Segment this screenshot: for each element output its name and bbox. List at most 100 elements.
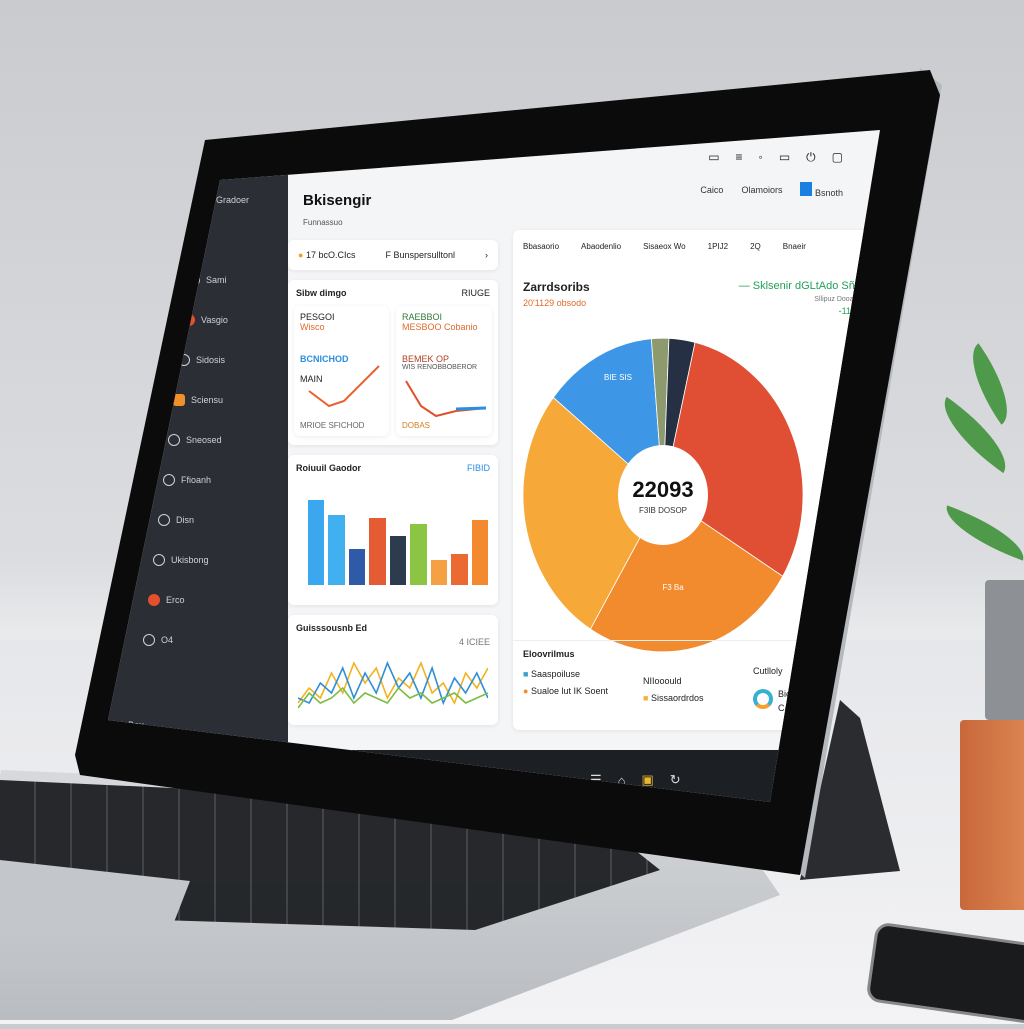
refresh-icon[interactable]: ↻ <box>669 772 681 787</box>
card-title: Roiuuil Gaodor <box>296 463 361 473</box>
sidebar-item[interactable]: Sciensu <box>173 380 288 420</box>
sidebar-item[interactable]: Sami <box>188 260 288 300</box>
battery-icon: ▭ <box>778 150 791 164</box>
pie-slice[interactable] <box>523 396 664 630</box>
section-title: Eloovrilmus <box>523 649 575 659</box>
tag-icon <box>168 434 180 446</box>
tab[interactable]: 2Q <box>750 242 761 251</box>
list-item-label: Sualoe lut IK Soent <box>530 686 609 696</box>
tab[interactable]: 1PIJ2 <box>707 242 729 251</box>
sidebar-item[interactable]: Erco <box>148 580 288 620</box>
sidebar-item[interactable]: Sneosed <box>168 420 288 460</box>
kpi-sub: Wisco <box>300 322 325 332</box>
link-icon <box>153 554 165 566</box>
bar-chart-card: Roiuuil Gaodor FIBID <box>288 455 498 605</box>
nav-link[interactable]: Caico <box>700 185 724 195</box>
sidebar-item-label: Vasgio <box>201 315 228 325</box>
section-action[interactable]: RIUGE <box>461 288 490 298</box>
sidebar-item-label: Ffioanh <box>181 475 212 485</box>
chevron-right-icon[interactable]: › <box>485 250 488 260</box>
card-action[interactable]: FIBID <box>466 463 490 473</box>
sidebar-item[interactable]: Vasgio <box>183 300 288 340</box>
kpi-title: RAEBBOI <box>402 312 443 322</box>
right-title: Cutlloly <box>753 666 783 676</box>
kpi-label: MAIN <box>300 374 323 384</box>
line-series <box>298 686 488 709</box>
kpi-card: RAEBBOI MESBOO Cobanio BEMEK OP WIS RENO… <box>396 306 492 436</box>
bar <box>328 514 345 585</box>
sidebar-item-label: O4 <box>161 635 174 645</box>
sidebar-item[interactable]: O4 <box>143 620 288 660</box>
sidebar-item-label: Sidosis <box>196 355 226 365</box>
kpi-title: PESGOI <box>300 312 335 322</box>
pie-slice[interactable] <box>589 494 784 653</box>
middle-title: NIIooould <box>643 676 682 686</box>
bell-icon[interactable]: ⌂ <box>617 772 626 788</box>
legend-sub: Sllipuz Dooatai <box>814 296 861 303</box>
card-action[interactable]: 4 ICIEE <box>458 637 490 647</box>
sidebar-item[interactable]: Disn <box>158 500 288 540</box>
list-item[interactable]: ● Sualoe lut IK Soent <box>523 686 609 696</box>
card-title: Guisssousnb Ed <box>296 623 368 633</box>
bar <box>389 535 407 585</box>
folder-icon[interactable]: ▭ <box>708 150 720 164</box>
bar <box>369 517 386 585</box>
kpi-foot: DOBAS <box>402 421 431 430</box>
pie-chart: 22093 F3IB DOSOP BIE SIS F3 Ba <box>523 337 804 653</box>
kpi-highlight: BCNICHOD <box>300 354 349 364</box>
page-title: Bkisengir <box>303 192 372 209</box>
page-subtitle: Funnassuo <box>303 218 343 227</box>
sidebar-icon <box>143 634 155 646</box>
account-button[interactable]: Bsnoth <box>800 182 843 198</box>
line-series <box>298 660 488 705</box>
plant-leaf <box>938 505 1024 561</box>
sidebar-item-label: Ukisbong <box>171 555 209 565</box>
kpi-sub: MESBOO Cobanio <box>402 322 478 332</box>
bar <box>348 549 366 585</box>
list-item[interactable]: ■ Saaspoiluse <box>523 669 580 679</box>
kpi-sparkline <box>308 365 380 408</box>
menu-icon[interactable]: ≡ <box>735 150 743 164</box>
kpi-note: WIS RENOBBOBEROR <box>402 364 478 371</box>
kpi-card: PESGOI Wisco BCNICHOD MAIN MRIOE SFICHOD <box>294 306 389 436</box>
topbar-icons: ▭ ≡ ◦ ▭ ⏻ ▢ <box>708 150 843 165</box>
bell-icon[interactable]: ◦ <box>758 150 763 164</box>
bar <box>410 523 427 585</box>
tab[interactable]: Bnaeir <box>782 242 806 251</box>
pie-center-sub: F3IB DOSOP <box>639 506 687 515</box>
kpi-sparkline <box>405 380 487 418</box>
middle-item[interactable]: ■ Sissaordrdos <box>643 693 704 703</box>
window-icon[interactable]: ▢ <box>831 150 843 164</box>
pie-center-label: 22093 <box>632 477 693 502</box>
account-name: Bsnoth <box>814 188 843 198</box>
nav-link[interactable]: Olamoiors <box>741 185 783 195</box>
sidebar-item[interactable]: Ukisbong <box>153 540 288 580</box>
legend-label: Sklsenir dGLtAdo Sñe <box>752 280 861 292</box>
sidebar-item[interactable]: Sidosis <box>178 340 288 380</box>
tab[interactable]: Abaodenlio <box>581 242 622 251</box>
sidebar-item-label: Sneosed <box>186 435 222 445</box>
middle-sub: Sissaordrdos <box>650 693 704 703</box>
kpi-section: Sibw dimgo RIUGE PESGOI Wisco BCNICHOD M… <box>288 280 498 445</box>
sidebar-item-label: Gradoer <box>216 195 250 205</box>
search-label: F Bunspersulltonl <box>385 250 456 260</box>
menu-icon[interactable]: ☰ <box>589 772 602 787</box>
kpi-label: BEMEK OP <box>402 354 450 364</box>
sidebar-item[interactable]: Ffioanh <box>163 460 288 500</box>
plant-pot-gray <box>985 580 1024 720</box>
section-title: Sibw dimgo <box>296 288 347 298</box>
pie-legend: — Sklsenir dGLtAdo Sñe <box>738 280 861 292</box>
sidebar-item-label: Erco <box>166 595 185 605</box>
line-series <box>298 660 488 706</box>
search-bar[interactable]: ● 17 bcO.CIcs F Bunspersulltonl › <box>288 240 498 270</box>
slice-label: BIE SIS <box>604 373 632 382</box>
app-logo-icon <box>753 689 773 709</box>
card-icon[interactable]: ▣ <box>641 772 654 787</box>
bar <box>451 553 468 585</box>
tab-bar: Bbasaorio Abaodenlio Sisaeox Wo 1PIJ2 2Q Bnae… <box>513 230 873 263</box>
power-icon[interactable]: ⏻ <box>806 150 816 164</box>
tab[interactable]: Sisaeox Wo <box>643 242 686 251</box>
tab[interactable]: Bbasaorio <box>523 242 560 251</box>
legend-value: -1189 <box>838 306 861 316</box>
lock-icon <box>158 514 170 526</box>
